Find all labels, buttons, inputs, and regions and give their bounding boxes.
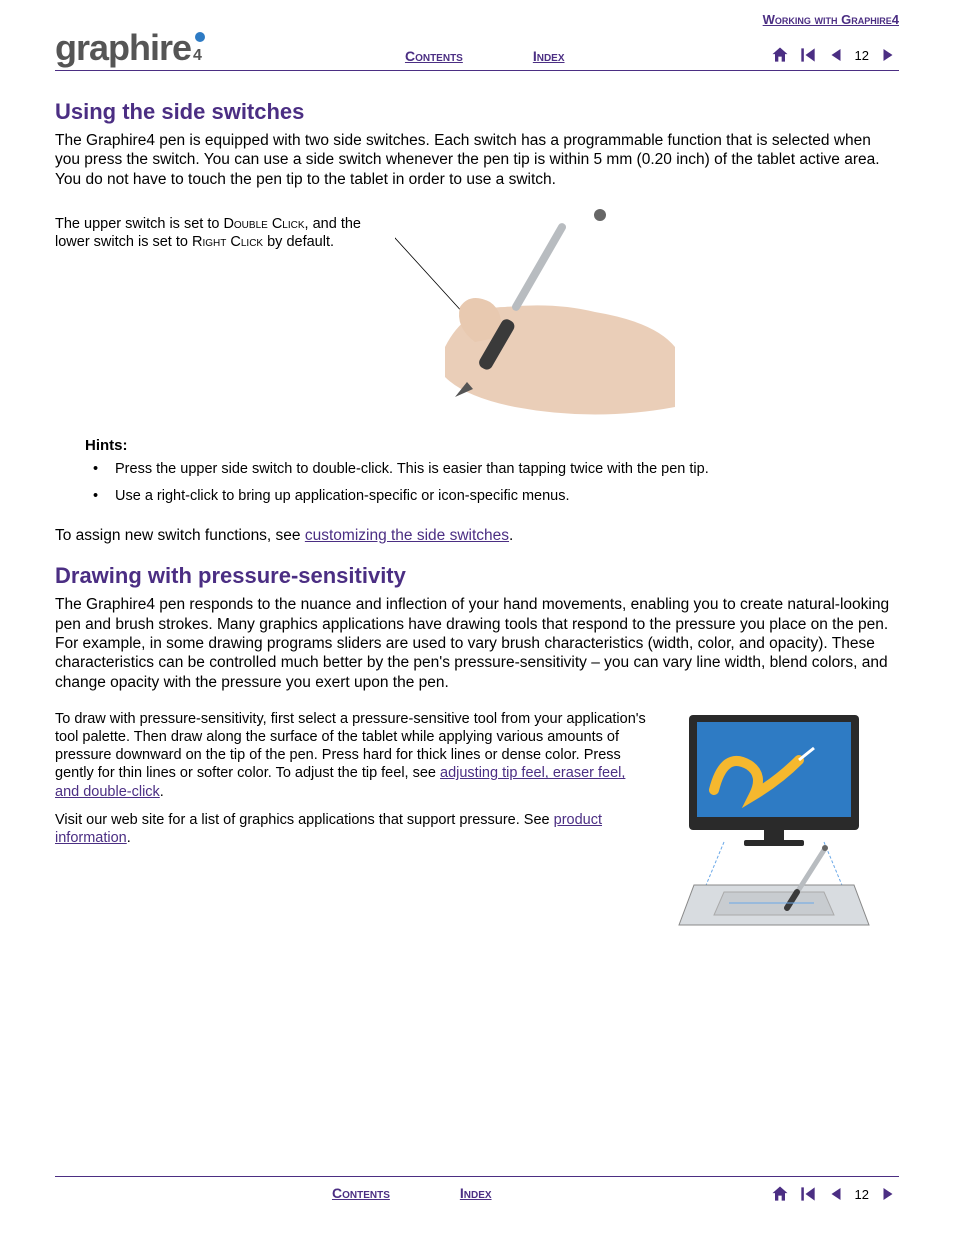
first-page-icon[interactable]	[797, 44, 819, 66]
page-number: 12	[853, 48, 871, 63]
pen-illustration	[395, 207, 695, 427]
assign-text: To assign new switch functions, see cust…	[55, 526, 899, 545]
p1-post: .	[160, 784, 164, 800]
nav-cluster: 12	[769, 44, 899, 66]
callout-pre: The upper switch is set to	[55, 216, 223, 232]
section1-title: Using the side switches	[55, 99, 899, 125]
pressure-row: To draw with pressure-sensitivity, first…	[55, 710, 899, 940]
hints-block: Hints: Press the upper side switch to do…	[85, 437, 899, 506]
home-icon[interactable]	[769, 1183, 791, 1205]
pen-callout-text: The upper switch is set to Double Click,…	[55, 207, 395, 251]
section2-title: Drawing with pressure-sensitivity	[55, 563, 899, 589]
callout-rightclick: Right Click	[192, 234, 263, 250]
first-page-icon[interactable]	[797, 1183, 819, 1205]
callout-post: by default.	[263, 234, 334, 250]
customizing-switches-link[interactable]: customizing the side switches	[305, 527, 509, 544]
page-footer: Contents Index 12	[55, 1176, 899, 1205]
p2-pre: Visit our web site for a list of graphic…	[55, 812, 554, 828]
hints-title: Hints:	[85, 437, 899, 454]
hints-list: Press the upper side switch to double-cl…	[85, 460, 899, 506]
pressure-text: To draw with pressure-sensitivity, first…	[55, 710, 649, 857]
brand-sub: 4	[193, 47, 201, 64]
assign-post: .	[509, 527, 513, 544]
prev-page-icon[interactable]	[825, 1183, 847, 1205]
next-page-icon[interactable]	[877, 1183, 899, 1205]
index-link-footer[interactable]: Index	[460, 1185, 492, 1201]
section1-intro: The Graphire4 pen is equipped with two s…	[55, 131, 899, 189]
prev-page-icon[interactable]	[825, 44, 847, 66]
section2-intro: The Graphire4 pen responds to the nuance…	[55, 595, 899, 692]
index-link[interactable]: Index	[533, 48, 565, 64]
logo-dot-icon	[195, 32, 205, 42]
callout-doubleclick: Double Click	[223, 216, 304, 232]
assign-pre: To assign new switch functions, see	[55, 527, 305, 544]
section-link[interactable]: Working with Graphire4	[763, 12, 899, 27]
hint-item: Press the upper side switch to double-cl…	[115, 460, 899, 479]
p2-post: .	[127, 830, 131, 846]
contents-link[interactable]: Contents	[405, 48, 463, 64]
home-icon[interactable]	[769, 44, 791, 66]
header-links: Contents Index	[201, 48, 769, 66]
hint-item: Use a right-click to bring up applicatio…	[115, 487, 899, 506]
footer-links: Contents Index	[55, 1185, 769, 1203]
brand-name: graphire	[55, 27, 191, 68]
footer-nav-cluster: 12	[769, 1183, 899, 1205]
page-number-footer: 12	[853, 1187, 871, 1202]
page-header: Working with Graphire4 graphire4 Content…	[55, 30, 899, 71]
tablet-illustration	[669, 710, 899, 940]
contents-link-footer[interactable]: Contents	[332, 1185, 390, 1201]
next-page-icon[interactable]	[877, 44, 899, 66]
brand-logo: graphire4	[55, 30, 201, 66]
pen-callout-row: The upper switch is set to Double Click,…	[55, 207, 899, 427]
